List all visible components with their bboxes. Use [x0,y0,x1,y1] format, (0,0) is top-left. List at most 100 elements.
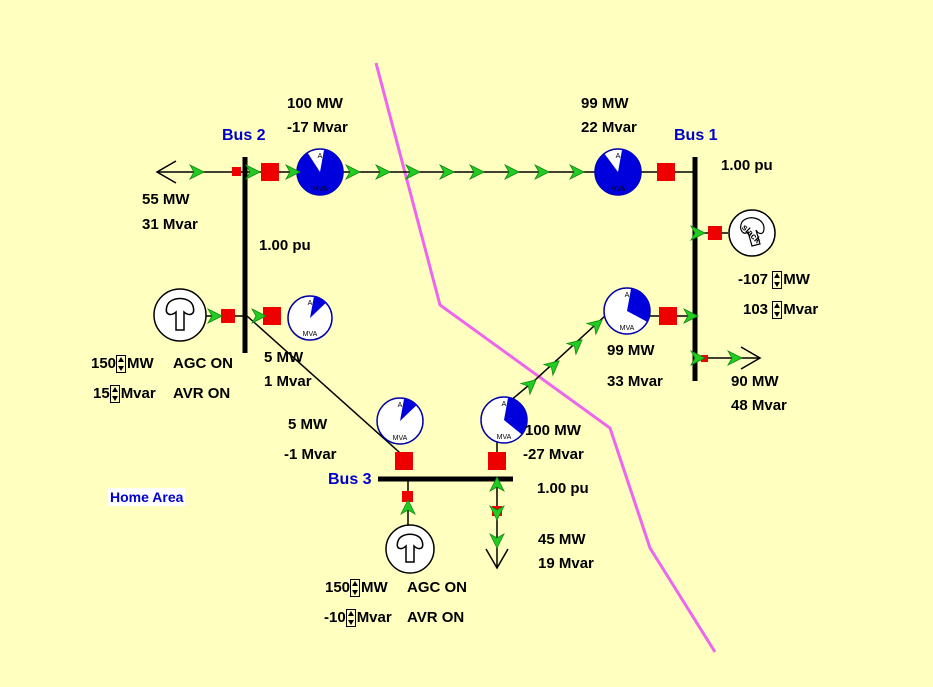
generator-bus2-rotor-icon [165,297,195,331]
breaker-line12-bus1[interactable] [657,163,675,181]
gen-bus1-mvar: 103 Mvar [743,301,819,320]
load-bus2-mw: 55 MW [142,191,190,208]
load-bus3-mw: 45 MW [538,531,586,548]
generator-bus1-slack[interactable]: slack [728,209,776,257]
pie-unit-top: A [625,292,630,299]
flow-arrow-icon [400,499,416,516]
bus2-label[interactable]: Bus 2 [222,127,266,144]
gen-bus1-mw-spinner[interactable] [772,271,783,290]
line12-bus1-mw: 99 MW [581,95,629,112]
breaker-load-bus2[interactable] [232,167,241,176]
pie-line12-bus2-loading[interactable]: A MVA [296,148,344,196]
bus2-voltage: 1.00 pu [259,237,311,254]
generator-bus2[interactable] [153,288,207,342]
breaker-line12-bus2[interactable] [261,163,279,181]
gen-bus3-mw-spinner[interactable] [350,579,361,598]
flow-arrow-icon [468,164,485,180]
gen-bus2-mw-spinner[interactable] [116,355,127,374]
flow-arrow-icon [489,532,505,549]
flow-arrow-icon [542,360,560,377]
flow-arrow-icon [585,319,603,336]
line23-bus2-mvar: 1 Mvar [264,373,312,390]
generator-bus1-rotor-icon [740,217,765,247]
line12-bus1-mvar: 22 Mvar [581,119,637,136]
breaker-line23-bus2[interactable] [263,307,281,325]
pie-unit-bottom: MVA [393,435,408,442]
area-boundary-line [374,62,717,653]
pie-line23-bus2-loading[interactable]: A MVA [287,295,333,341]
load-bus2-mvar: 31 Mvar [142,216,198,233]
gen-bus3-agc[interactable]: AGC ON [407,579,467,596]
generator-bus2-icon[interactable] [153,288,207,342]
gen-bus3-mw: 150 MW [325,579,388,598]
pie-unit-top: A [398,402,403,409]
pie-line12-bus1-loading[interactable]: A MVA [594,148,642,196]
flow-arrow-icon [519,379,537,396]
flow-arrow-icon [489,476,505,493]
flow-arrow-icon [533,164,550,180]
breaker-gen-bus3[interactable] [402,491,413,502]
gen-bus1-mw: -107 MW [738,271,810,290]
gen-bus2-mvar-spinner[interactable] [109,385,120,404]
pie-chart-fill [400,398,417,421]
flow-arrow-icon [689,350,706,366]
pie-unit-bottom: MVA [497,434,512,441]
pie-line13-bus3-loading[interactable]: A MVA [480,396,528,444]
flow-arrow-icon [404,164,421,180]
pie-line13-bus1-loading[interactable]: A MVA [603,287,651,335]
line13-bus3-mw: 100 MW [525,422,581,439]
line23-bus3-mw: 5 MW [288,416,328,433]
line23-bus2-mw: 5 MW [264,349,304,366]
gen-bus2-mvar-unit: Mvar [120,385,156,402]
flow-arrow-icon [682,308,699,324]
gen-bus1-mw-unit: MW [783,271,810,288]
gen-bus2-avr[interactable]: AVR ON [173,385,231,402]
load-bus3-arrow-icon [485,548,509,570]
gen-bus1-mvar-unit: Mvar [783,301,819,318]
pie-chart-fill [595,149,641,195]
gen-bus3-mvar-spinner[interactable] [345,609,356,628]
gen-bus1-mvar-spinner[interactable] [772,301,783,320]
flow-arrow-icon [250,308,267,324]
pie-chart-fill [310,296,326,318]
breaker-line13-bus3[interactable] [488,452,506,470]
gen-bus3-mw-unit: MW [361,579,388,596]
breaker-gen-bus2[interactable] [221,309,235,323]
gen-bus2-agc[interactable]: AGC ON [173,355,233,372]
pie-unit-bottom: MVA [620,325,635,332]
pie-line23-bus3-loading[interactable]: A MVA [376,397,424,445]
pie-unit-bottom: MVA [611,186,626,193]
generator-bus3[interactable] [385,524,435,574]
pie-unit-bottom: MVA [303,331,318,338]
breaker-line13-bus1[interactable] [659,307,677,325]
breaker-line23-bus3[interactable] [395,452,413,470]
pie-chart-fill [296,149,344,195]
generator-bus3-icon[interactable] [385,524,435,574]
breaker-gen-bus1[interactable] [708,226,722,240]
gen-bus3-mvar-unit: Mvar [356,609,392,626]
pie-unit-top: A [616,153,621,160]
generator-bus1-slack-icon[interactable] [728,209,776,257]
load-bus1-arrow-icon [740,346,762,370]
line13-bus1-mw: 99 MW [607,342,655,359]
gen-bus2-mw-unit: MW [127,355,154,372]
pie-unit-bottom: MVA [313,186,328,193]
gen-bus2-mvar: 15 Mvar [93,385,156,404]
home-area-label[interactable]: Home Area [108,488,186,506]
pie-chart-fill [504,397,527,435]
load-bus1-mw: 90 MW [731,373,779,390]
bus1-label[interactable]: Bus 1 [674,127,718,144]
flow-arrow-icon [438,164,455,180]
load-bus2-arrow-icon [155,160,177,184]
load-bus3-mvar: 19 Mvar [538,555,594,572]
line23-bus3-mvar: -1 Mvar [284,446,337,463]
pie-unit-top: A [318,153,323,160]
pie-unit-top: A [502,401,507,408]
load-bus1-mvar: 48 Mvar [731,397,787,414]
bus3-voltage: 1.00 pu [537,480,589,497]
line-bus2-bus3[interactable] [246,315,409,461]
gen-bus3-avr[interactable]: AVR ON [407,609,465,626]
bus3-label[interactable]: Bus 3 [328,471,372,488]
flow-arrow-icon [374,164,391,180]
